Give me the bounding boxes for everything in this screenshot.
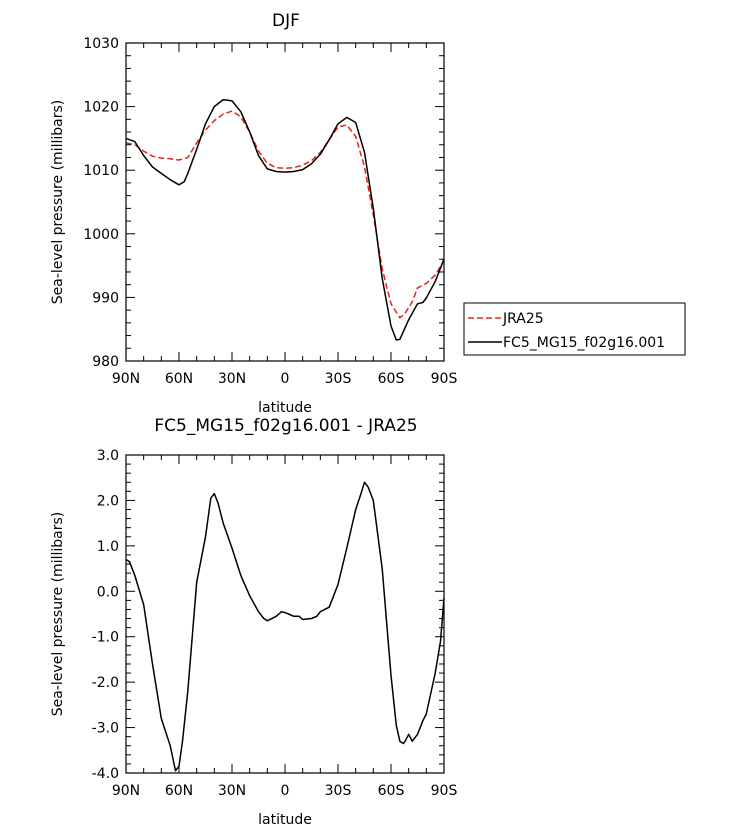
x-tick-label-top: 90N: [112, 371, 140, 387]
x-tick-label-top: 60N: [165, 371, 193, 387]
y-tick-label-bottom: -4.0: [92, 766, 119, 782]
x-tick-label-bottom: 60N: [165, 783, 193, 799]
x-tick-label-top: 60S: [378, 371, 405, 387]
y-tick-label-bottom: 3.0: [97, 448, 119, 464]
ticks-top: 90N 60N 30N 0 30S 60S 90S 980 990 1000 1010 1020 103…: [83, 36, 457, 387]
chart-title-bottom: FC5_MG15_f02g16.001 - JRA25: [154, 416, 417, 436]
y-tick-label-bottom: -2.0: [92, 675, 119, 691]
y-tick-label-bottom: 0.0: [97, 584, 119, 600]
legend-label-jra25: JRA25: [502, 311, 544, 327]
legend-box: [463, 302, 686, 356]
y-tick-label-top: 1030: [83, 36, 119, 52]
x-tick-label-top: 90S: [431, 371, 458, 387]
y-tick-label-bottom: 2.0: [97, 493, 119, 509]
x-axis-label-bottom: latitude: [258, 812, 312, 828]
y-tick-label-top: 980: [92, 354, 119, 370]
y-tick-label-top: 1010: [83, 163, 119, 179]
x-tick-label-bottom: 60S: [378, 783, 405, 799]
y-tick-label-bottom: 1.0: [97, 539, 119, 555]
series-line-top-jra25: [125, 110, 445, 319]
x-tick-label-top: 30N: [218, 371, 246, 387]
x-tick-label-top: 0: [281, 371, 290, 387]
plot-marks-bottom: [125, 481, 445, 772]
ticks-bottom: 90N 60N 30N 0 30S 60S 90S -4.0 -3.0 -2.0 -1.0 0.0 1.…: [92, 448, 458, 799]
chart-title-top: DJF: [272, 11, 300, 31]
x-tick-label-top: 30S: [325, 371, 352, 387]
plot-marks-top: [125, 98, 445, 341]
y-tick-label-top: 1000: [83, 227, 119, 243]
panel-bottom: FC5_MG15_f02g16.001 - JRA25 90N 60N 30N 0 30…: [50, 416, 457, 828]
y-axis-label-bottom: Sea-level pressure (millibars): [50, 512, 66, 716]
x-tick-label-bottom: 30N: [218, 783, 246, 799]
y-tick-label-bottom: -1.0: [92, 630, 119, 646]
x-tick-label-bottom: 30S: [325, 783, 352, 799]
x-axis-label-top: latitude: [258, 400, 312, 416]
series-line-bottom-0: [125, 481, 445, 772]
x-tick-label-bottom: 90S: [431, 783, 458, 799]
y-tick-label-top: 1020: [83, 100, 119, 116]
x-tick-label-bottom: 90N: [112, 783, 140, 799]
series-line-top-fc5-mg15-f02g16-001: [125, 98, 445, 341]
panel-top: DJF 90N 60N 30N 0 30S 60S 90S 980 990 1000 1010 102…: [50, 11, 457, 416]
x-tick-label-bottom: 0: [281, 783, 290, 799]
legend-label-model: FC5_MG15_f02g16.001: [503, 335, 665, 351]
y-tick-label-top: 990: [92, 290, 119, 306]
y-axis-label-top: Sea-level pressure (millibars): [50, 100, 66, 304]
legend: JRA25 FC5_MG15_f02g16.001: [463, 302, 686, 356]
y-tick-label-bottom: -3.0: [92, 721, 119, 737]
